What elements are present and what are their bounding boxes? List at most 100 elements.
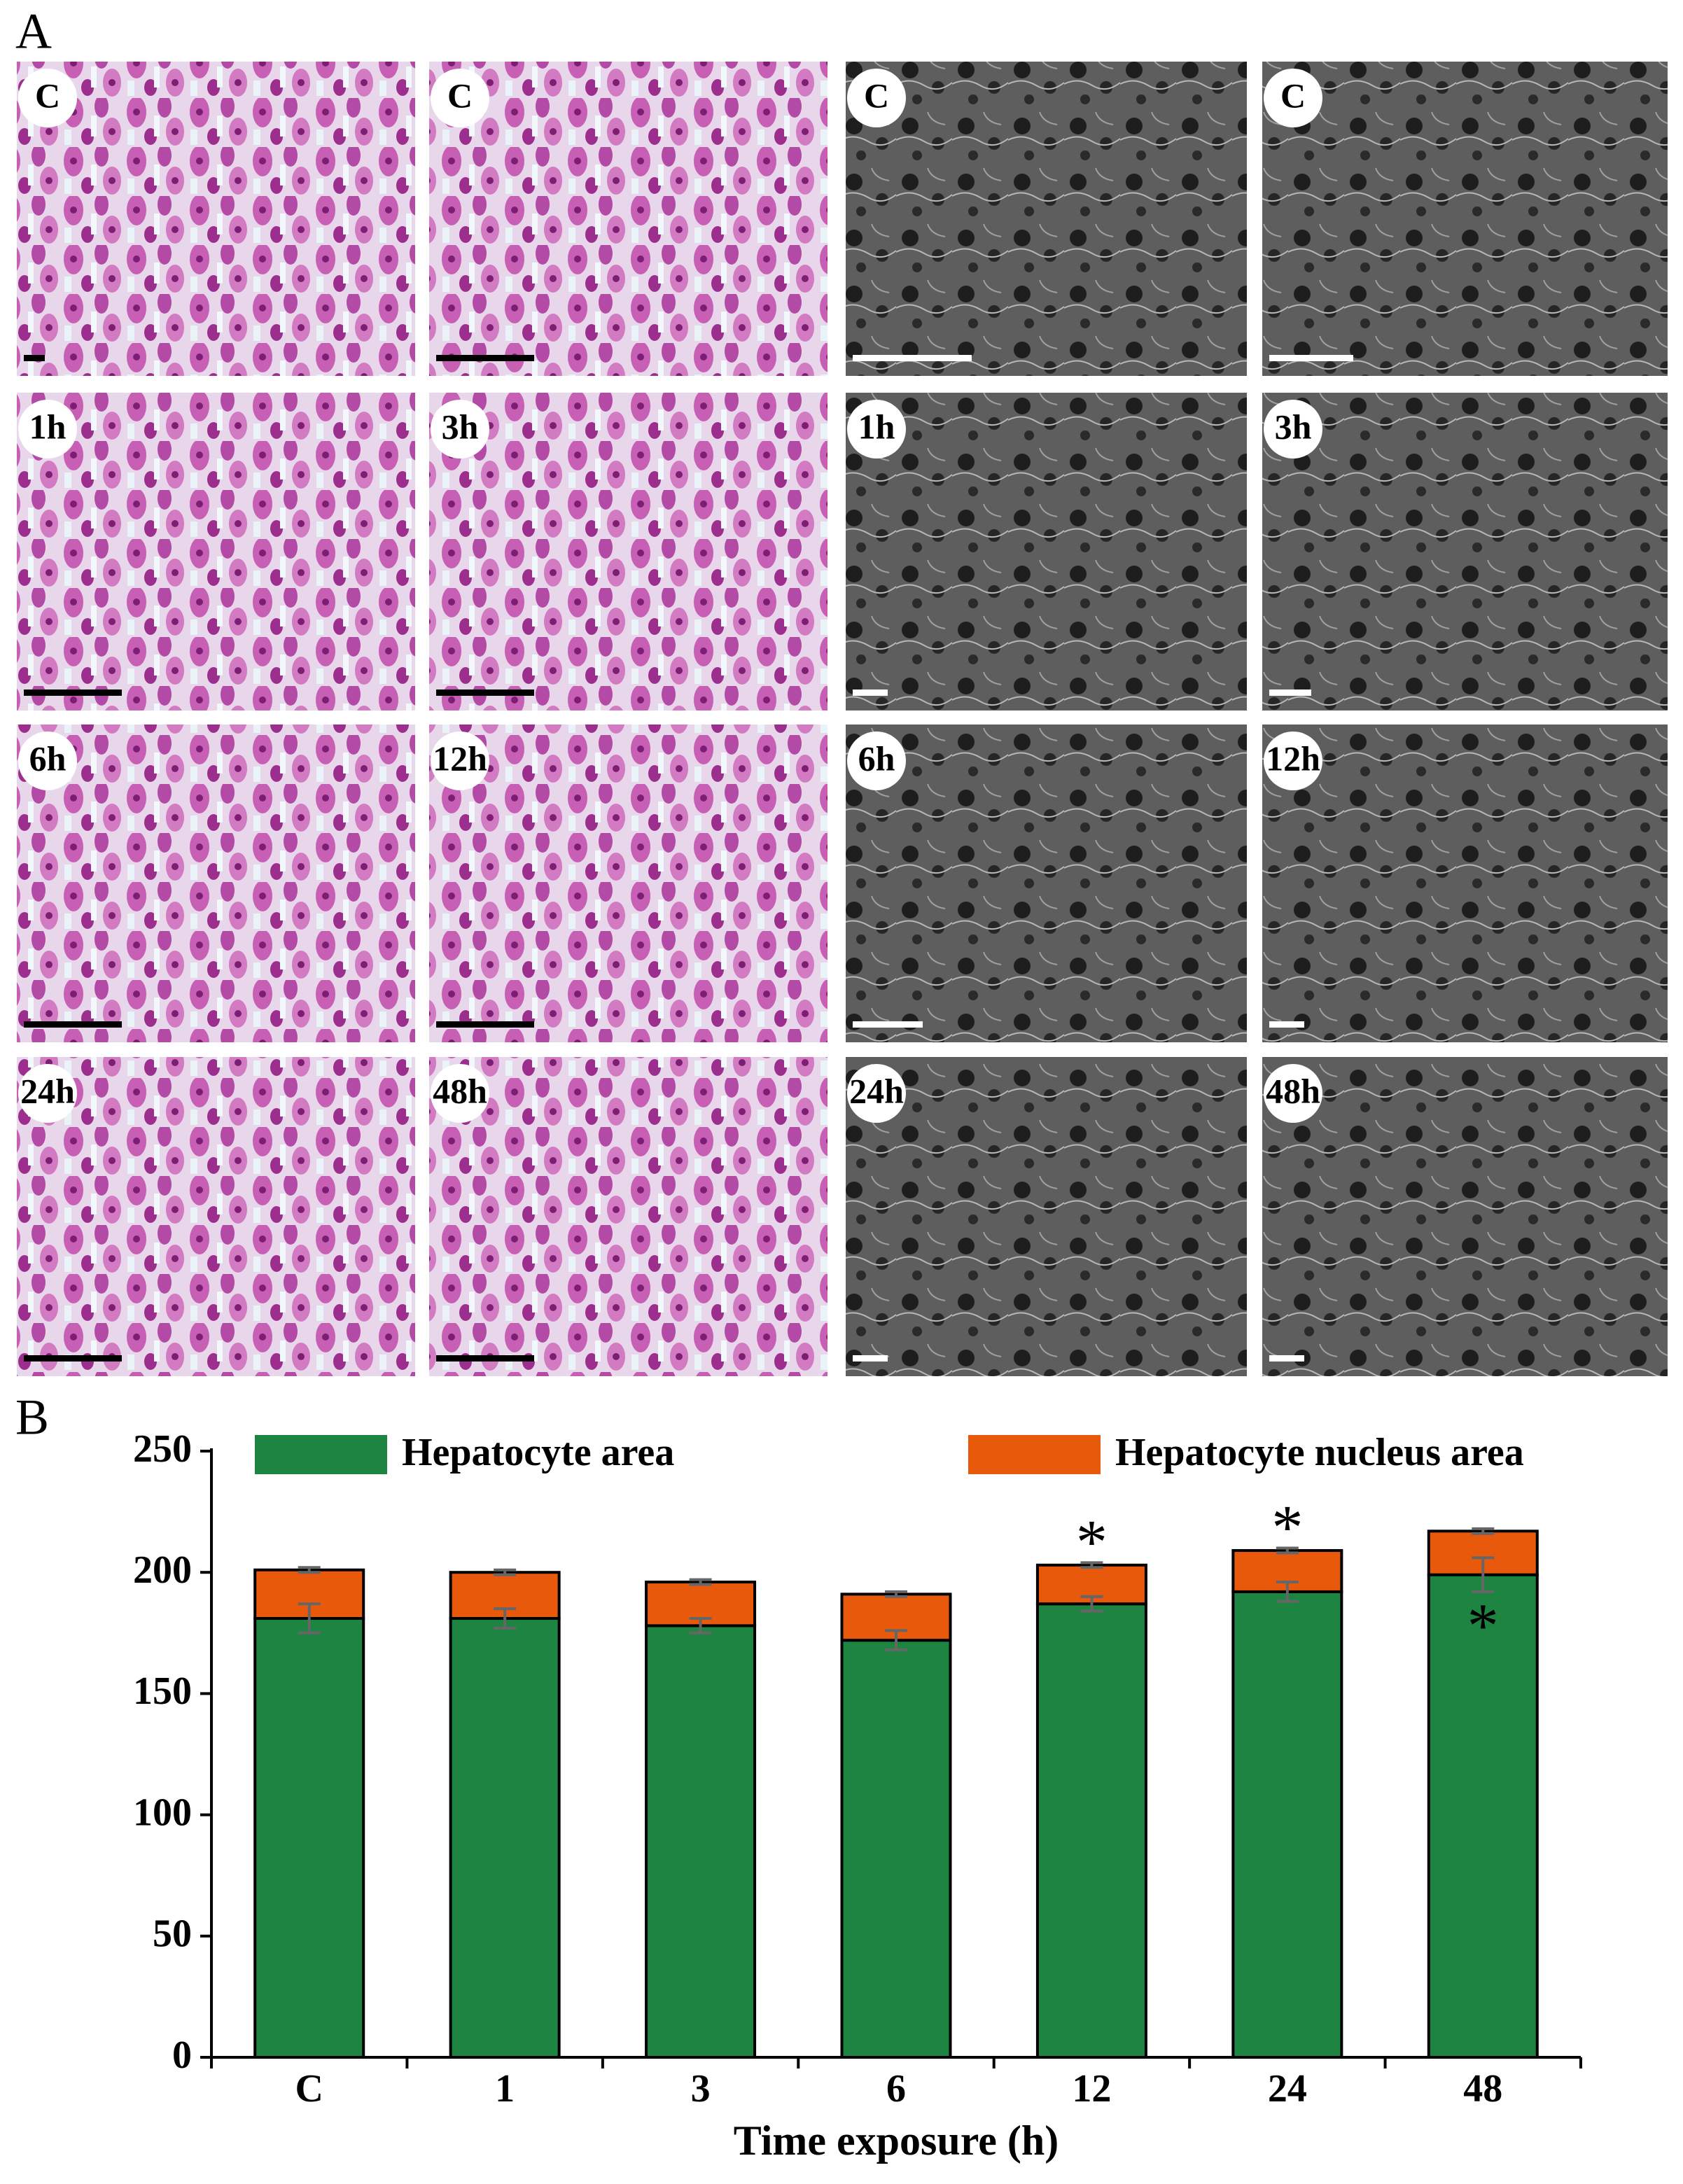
scale-bar (436, 1355, 534, 1362)
micrograph-image (429, 724, 827, 1042)
panel-label: B (15, 1390, 49, 1446)
error-bar (494, 1607, 517, 1630)
scale-bar (436, 355, 534, 361)
legend-swatch (968, 1435, 1101, 1474)
scale-bar (1269, 1355, 1304, 1362)
label-badge (1264, 732, 1322, 790)
micrograph-label: 12h (433, 738, 487, 778)
label-badge (1264, 400, 1322, 458)
error-bar (1276, 1546, 1299, 1555)
micrograph-image (846, 724, 1247, 1042)
y-tick-label: 200 (133, 1548, 192, 1592)
label-badge (431, 732, 489, 790)
scale-bar (1269, 1021, 1304, 1028)
micrograph: 48h (429, 1057, 827, 1376)
error-bar (298, 1566, 321, 1574)
label-badge (18, 732, 77, 790)
micrograph: 6h (17, 724, 415, 1042)
micrograph: C (846, 62, 1247, 376)
micrograph-label: 24h (20, 1071, 75, 1110)
error-bar (1080, 1561, 1103, 1569)
micrograph: C (17, 62, 415, 376)
panel-label: A (15, 4, 52, 59)
label-badge (431, 1064, 489, 1123)
micrograph-label: C (35, 76, 60, 115)
micrograph-label: C (1280, 76, 1306, 115)
micrograph: 12h (1262, 724, 1668, 1042)
x-tick-label: 24 (1268, 2067, 1307, 2110)
y-tick-label: 150 (133, 1670, 192, 1713)
scale-bar (436, 1021, 534, 1028)
y-tick-label: 100 (133, 1791, 192, 1834)
legend-label: Hepatocyte area (402, 1431, 674, 1474)
label-badge (18, 1064, 77, 1123)
scale-bar (24, 690, 122, 696)
micrograph-image (17, 1057, 415, 1376)
micrograph-image (846, 393, 1247, 710)
micrograph-image (1262, 724, 1668, 1042)
scale-bar (853, 1355, 888, 1362)
label-badge (18, 69, 77, 127)
micrograph-image (429, 393, 827, 710)
x-tick-label: C (295, 2067, 323, 2110)
micrograph-label: 6h (858, 738, 895, 778)
x-tick-label: 6 (886, 2067, 906, 2110)
micrograph-image (17, 393, 415, 710)
significance-marker: * (1076, 1508, 1108, 1577)
micrograph-image (1262, 62, 1668, 376)
micrograph-label: 1h (29, 407, 67, 446)
micrograph: C (1262, 62, 1668, 376)
label-badge (1264, 69, 1322, 127)
micrograph-image (429, 1057, 827, 1376)
micrograph-label: 48h (433, 1071, 487, 1110)
micrograph: 24h (846, 1057, 1247, 1376)
x-tick-label: 1 (495, 2067, 515, 2110)
micrograph-label: 48h (1266, 1071, 1320, 1110)
micrograph-image (429, 62, 827, 376)
scale-bar (853, 355, 972, 361)
y-tick-label: 250 (133, 1427, 192, 1471)
y-tick-label: 50 (153, 1912, 192, 1956)
error-bar (298, 1602, 321, 1634)
error-bar (1472, 1556, 1495, 1593)
micrograph: C (429, 62, 827, 376)
micrograph-label: 24h (849, 1071, 904, 1110)
micrograph: 24h (17, 1057, 415, 1376)
label-badge (18, 400, 77, 458)
bar-segment (253, 1617, 365, 2059)
error-bar (689, 1617, 712, 1634)
bar-segment (1231, 1590, 1343, 2059)
bar-segment (1427, 1573, 1539, 2059)
error-bar (885, 1629, 907, 1652)
micrograph-image (17, 724, 415, 1042)
label-badge (431, 69, 489, 127)
bar-segment (1035, 1602, 1147, 2059)
legend-label: Hepatocyte nucleus area (1115, 1431, 1524, 1474)
scale-bar (24, 355, 45, 361)
significance-marker: * (1271, 1493, 1303, 1562)
x-tick-label: 48 (1463, 2067, 1502, 2110)
scale-bar (1269, 355, 1353, 361)
micrograph: 1h (17, 393, 415, 710)
label-badge (847, 1064, 906, 1123)
label-badge (847, 732, 906, 790)
scale-bar (853, 1021, 923, 1028)
micrograph: 1h (846, 393, 1247, 710)
bar-segment (449, 1617, 561, 2059)
legend-swatch (255, 1435, 387, 1474)
micrograph: 48h (1262, 1057, 1668, 1376)
y-tick-label: 0 (172, 2033, 192, 2077)
micrograph: 3h (1262, 393, 1668, 710)
micrograph-label: 3h (442, 407, 479, 446)
error-bar (1276, 1581, 1299, 1603)
label-badge (847, 69, 906, 127)
x-axis-label: Time exposure (h) (734, 2118, 1059, 2164)
micrograph-image (846, 62, 1247, 376)
label-badge (847, 400, 906, 458)
micrograph-label: 3h (1275, 407, 1312, 446)
label-badge (431, 400, 489, 458)
micrograph: 12h (429, 724, 827, 1042)
micrograph-image (1262, 1057, 1668, 1376)
bar-segment (645, 1624, 757, 2059)
